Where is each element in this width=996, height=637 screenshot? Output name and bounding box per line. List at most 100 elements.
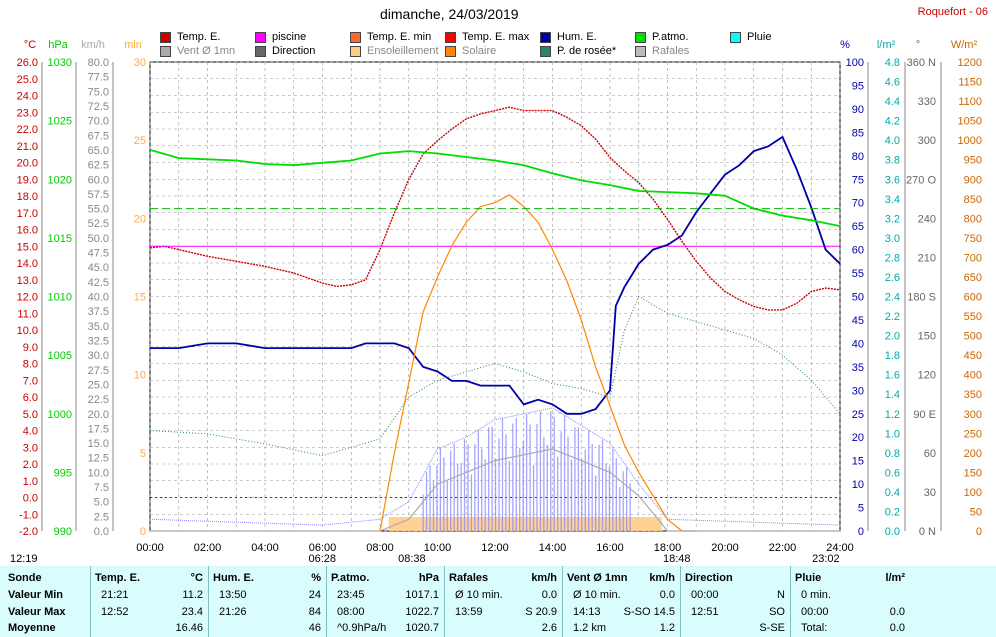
stats-cell-value: 1.2 [659,622,675,634]
rain-tick: 3.8 [885,155,900,167]
temp-tick: 6.0 [23,392,38,404]
stats-cell-value: S-SO 14.5 [623,605,675,618]
stats-cell-value: 23.4 [181,605,203,618]
wind-tick: 25.0 [88,379,109,391]
wind-tick: 12.5 [88,453,109,465]
legend-swatch [255,31,266,43]
pressure-tick: 1010 [48,292,72,304]
solar-tick: 300 [964,409,982,421]
stats-cell-value: 1022.7 [405,605,439,618]
time-mark-sunrise2: 08:38 [398,553,426,565]
legend-label: Temp. E. min [367,31,432,43]
rain-tick: 3.2 [885,213,900,225]
rain-tick: 1.6 [885,370,900,382]
legend-item: P.atmo. [635,31,689,43]
legend-label: Temp. E. [177,31,221,43]
wind-tick: 0.0 [94,526,109,538]
rain-tick: 0.4 [885,487,900,499]
direction-tick: 240 [918,213,936,225]
stats-column-title: Hum. E. [213,572,254,584]
solar-tick: 350 [964,389,982,401]
pressure-tick: 1015 [48,233,72,245]
wind-tick: 10.0 [88,467,109,479]
legend-item: Hum. E. [540,31,597,43]
temp-tick: 7.0 [23,375,38,387]
stats-column-unit: l/m² [885,572,905,584]
stats-cell-value: 16.46 [175,622,203,634]
legend-label: Ensoleillement [367,45,439,57]
stats-cell-time: 21:21 [101,589,129,601]
temp-tick: 9.0 [23,342,38,354]
solar-tick: 250 [964,428,982,440]
wind-tick: 52.5 [88,218,109,230]
x-tick: 12:00 [481,542,509,554]
direction-tick: 120 [918,370,936,382]
solar-tick: 850 [964,194,982,206]
humidity-tick: 55 [852,268,864,280]
wind-tick: 57.5 [88,189,109,201]
stats-column-title: Vent Ø 1mn [567,572,628,584]
solar-tick: 950 [964,155,982,167]
temp-tick: 26.0 [17,57,38,69]
pressure-unit: hPa [48,39,68,51]
stats-cell-value: N [777,589,785,601]
sun-unit: min [124,39,142,51]
stats-cell-value: 11.2 [182,589,203,601]
rain-tick: 3.6 [885,174,900,186]
rain-tick: 0.6 [885,467,900,479]
legend-label: Hum. E. [557,31,597,43]
temp-tick: 15.0 [17,241,38,253]
x-tick: 16:00 [596,542,624,554]
solar-tick: 450 [964,350,982,362]
legend-swatch [445,45,456,57]
wind-tick: 37.5 [88,306,109,318]
legend-label: Pluie [747,31,772,43]
humidity-tick: 5 [858,503,864,515]
series-hum-e- [150,135,841,415]
stats-cell-time: ^0.9hPa/h [337,622,387,634]
rain-tick: 4.4 [885,96,900,108]
rain-unit: l/m² [877,39,896,51]
stats-cell-value: SO [769,605,785,618]
temp-tick: 10.0 [17,325,38,337]
stats-cell-time: 23:45 [337,589,365,601]
rain-tick: 0.0 [885,526,900,538]
temp-tick: 22.0 [17,124,38,136]
legend-item: Rafales [635,45,689,57]
solar-tick: 650 [964,272,982,284]
sun-tick: 25 [134,135,146,147]
humidity-tick: 45 [852,315,864,327]
legend-item: Solaire [445,45,496,57]
temp-tick: 19.0 [17,174,38,186]
x-tick: 20:00 [711,542,739,554]
rain-tick: 2.6 [885,272,900,284]
rain-tick: 2.4 [885,292,900,304]
solar-tick: 900 [964,174,982,186]
humidity-tick: 95 [852,80,864,92]
sun-tick: 10 [134,370,146,382]
humidity-tick: 15 [852,456,864,468]
stats-panel: Sonde Valeur Min Valeur Max Moyenne Temp… [0,566,996,637]
humidity-tick: 60 [852,245,864,257]
stats-cell-value: 24 [308,589,321,601]
wind-gust-bars [422,411,631,531]
wind-tick: 55.0 [88,204,109,216]
temp-tick: -2.0 [19,526,38,538]
legend-label: piscine [272,31,307,43]
x-tick: 08:00 [366,542,394,554]
stats-cell-value: 46 [308,622,321,634]
humidity-unit: % [840,39,850,51]
stats-column-unit: hPa [418,572,439,584]
stats-label-sonde: Sonde [8,572,42,584]
weather-chart: 26.0 25.0 24.0 23.0 22.0 21.0 20.0 19.0 18.0 17.0… [10,39,982,565]
legend-item: Pluie [730,31,771,43]
solar-tick: 550 [964,311,982,323]
stats-column-unit: % [311,572,321,584]
humidity-tick: 85 [852,127,864,139]
wind-tick: 7.5 [94,482,109,494]
temp-tick: 3.0 [23,442,38,454]
x-tick: 04:00 [251,542,279,554]
stats-cell-time: 1.2 km [573,622,607,634]
solar-tick: 700 [964,252,982,264]
stats-column-title: Temp. E. [95,572,141,584]
